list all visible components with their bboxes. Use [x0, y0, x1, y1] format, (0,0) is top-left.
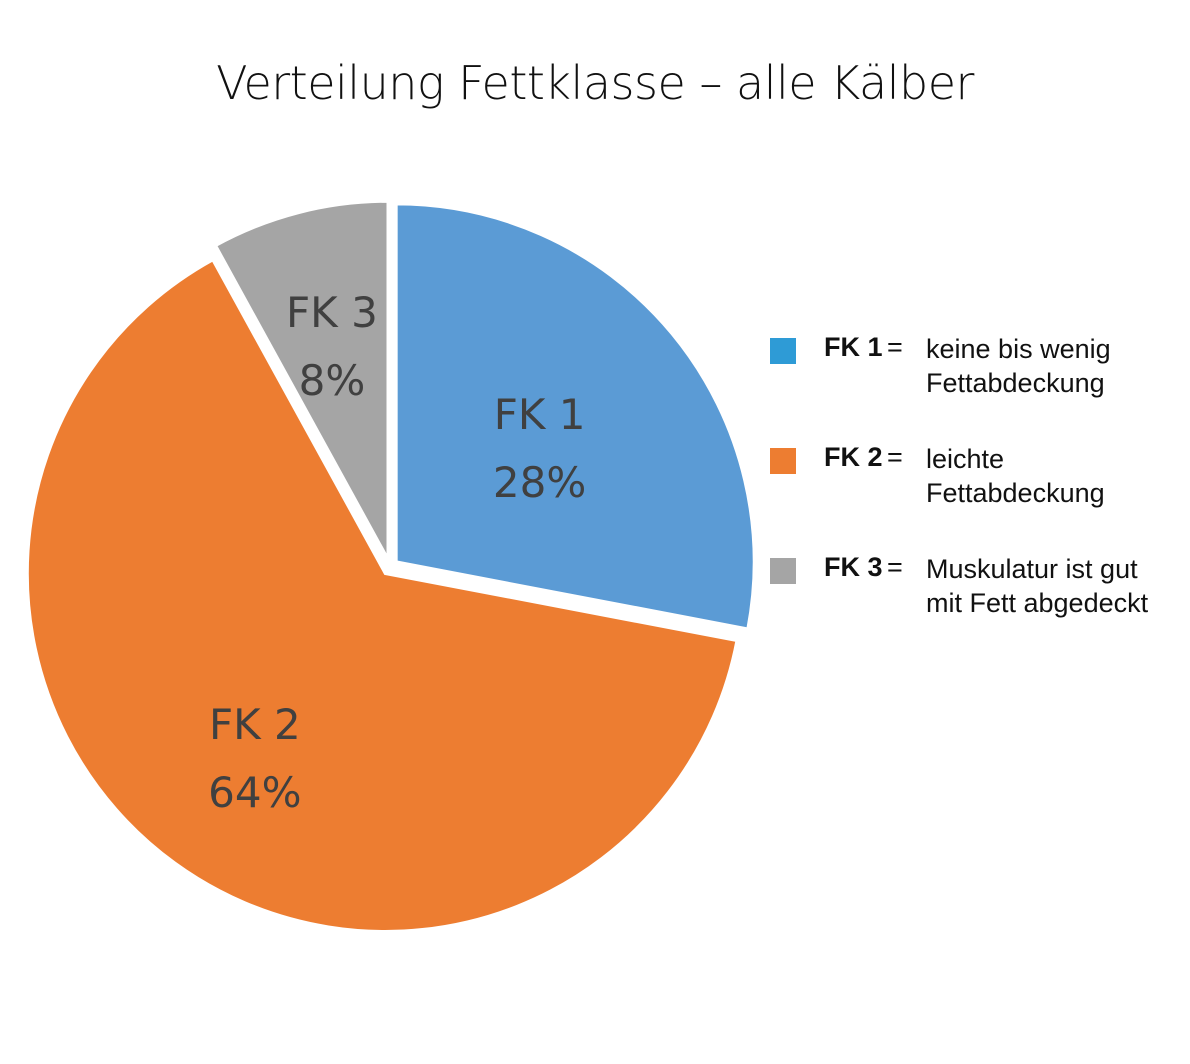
pie-slice-fk3: [213, 199, 390, 560]
pie-slice-labels: FK 1 28% FK 2 64% FK 3 8%: [208, 288, 586, 817]
slice-value-fk1: 28%: [493, 458, 586, 507]
legend: FK 1 = keine bis wenig Fettabdeckung FK …: [770, 332, 1180, 662]
legend-description-fk3-line2: mit Fett abgedeckt: [926, 588, 1149, 618]
legend-description-fk2-line2: Fettabdeckung: [926, 478, 1105, 508]
legend-key-fk2: FK 2: [824, 442, 883, 472]
legend-key-fk1: FK 1: [824, 332, 883, 362]
pie-slice-fk1: [394, 202, 756, 631]
slice-label-fk1: FK 1: [494, 390, 586, 439]
legend-description-fk1-line1: keine bis wenig: [926, 334, 1111, 364]
chart-title: Verteilung Fettklasse – alle Kälber: [216, 56, 974, 110]
legend-item-fk1: FK 1 = keine bis wenig Fettabdeckung: [770, 332, 1180, 442]
legend-swatch-fk3: [770, 558, 796, 584]
legend-equals-fk1: =: [887, 332, 903, 362]
slice-value-fk3: 8%: [299, 356, 366, 405]
pie-slices: [25, 199, 756, 933]
slice-value-fk2: 64%: [208, 768, 301, 817]
legend-equals-fk2: =: [887, 442, 903, 472]
legend-swatch-fk2: [770, 448, 796, 474]
legend-description-fk2-line1: leichte: [926, 444, 1005, 474]
legend-item-fk2: FK 2 = leichte Fettabdeckung: [770, 442, 1180, 552]
legend-description-fk3-line1: Muskulatur ist gut: [926, 554, 1138, 584]
legend-description-fk2: leichte Fettabdeckung: [926, 442, 1186, 510]
slice-label-fk2: FK 2: [209, 700, 301, 749]
legend-swatch-fk1: [770, 338, 796, 364]
legend-equals-fk3: =: [887, 552, 903, 582]
pie-slice-fk2: [25, 257, 739, 933]
legend-description-fk1: keine bis wenig Fettabdeckung: [926, 332, 1186, 400]
legend-description-fk1-line2: Fettabdeckung: [926, 368, 1105, 398]
legend-key-fk3: FK 3: [824, 552, 883, 582]
legend-description-fk3: Muskulatur ist gut mit Fett abgedeckt: [926, 552, 1186, 620]
slice-label-fk3: FK 3: [286, 288, 378, 337]
legend-item-fk3: FK 3 = Muskulatur ist gut mit Fett abged…: [770, 552, 1180, 662]
